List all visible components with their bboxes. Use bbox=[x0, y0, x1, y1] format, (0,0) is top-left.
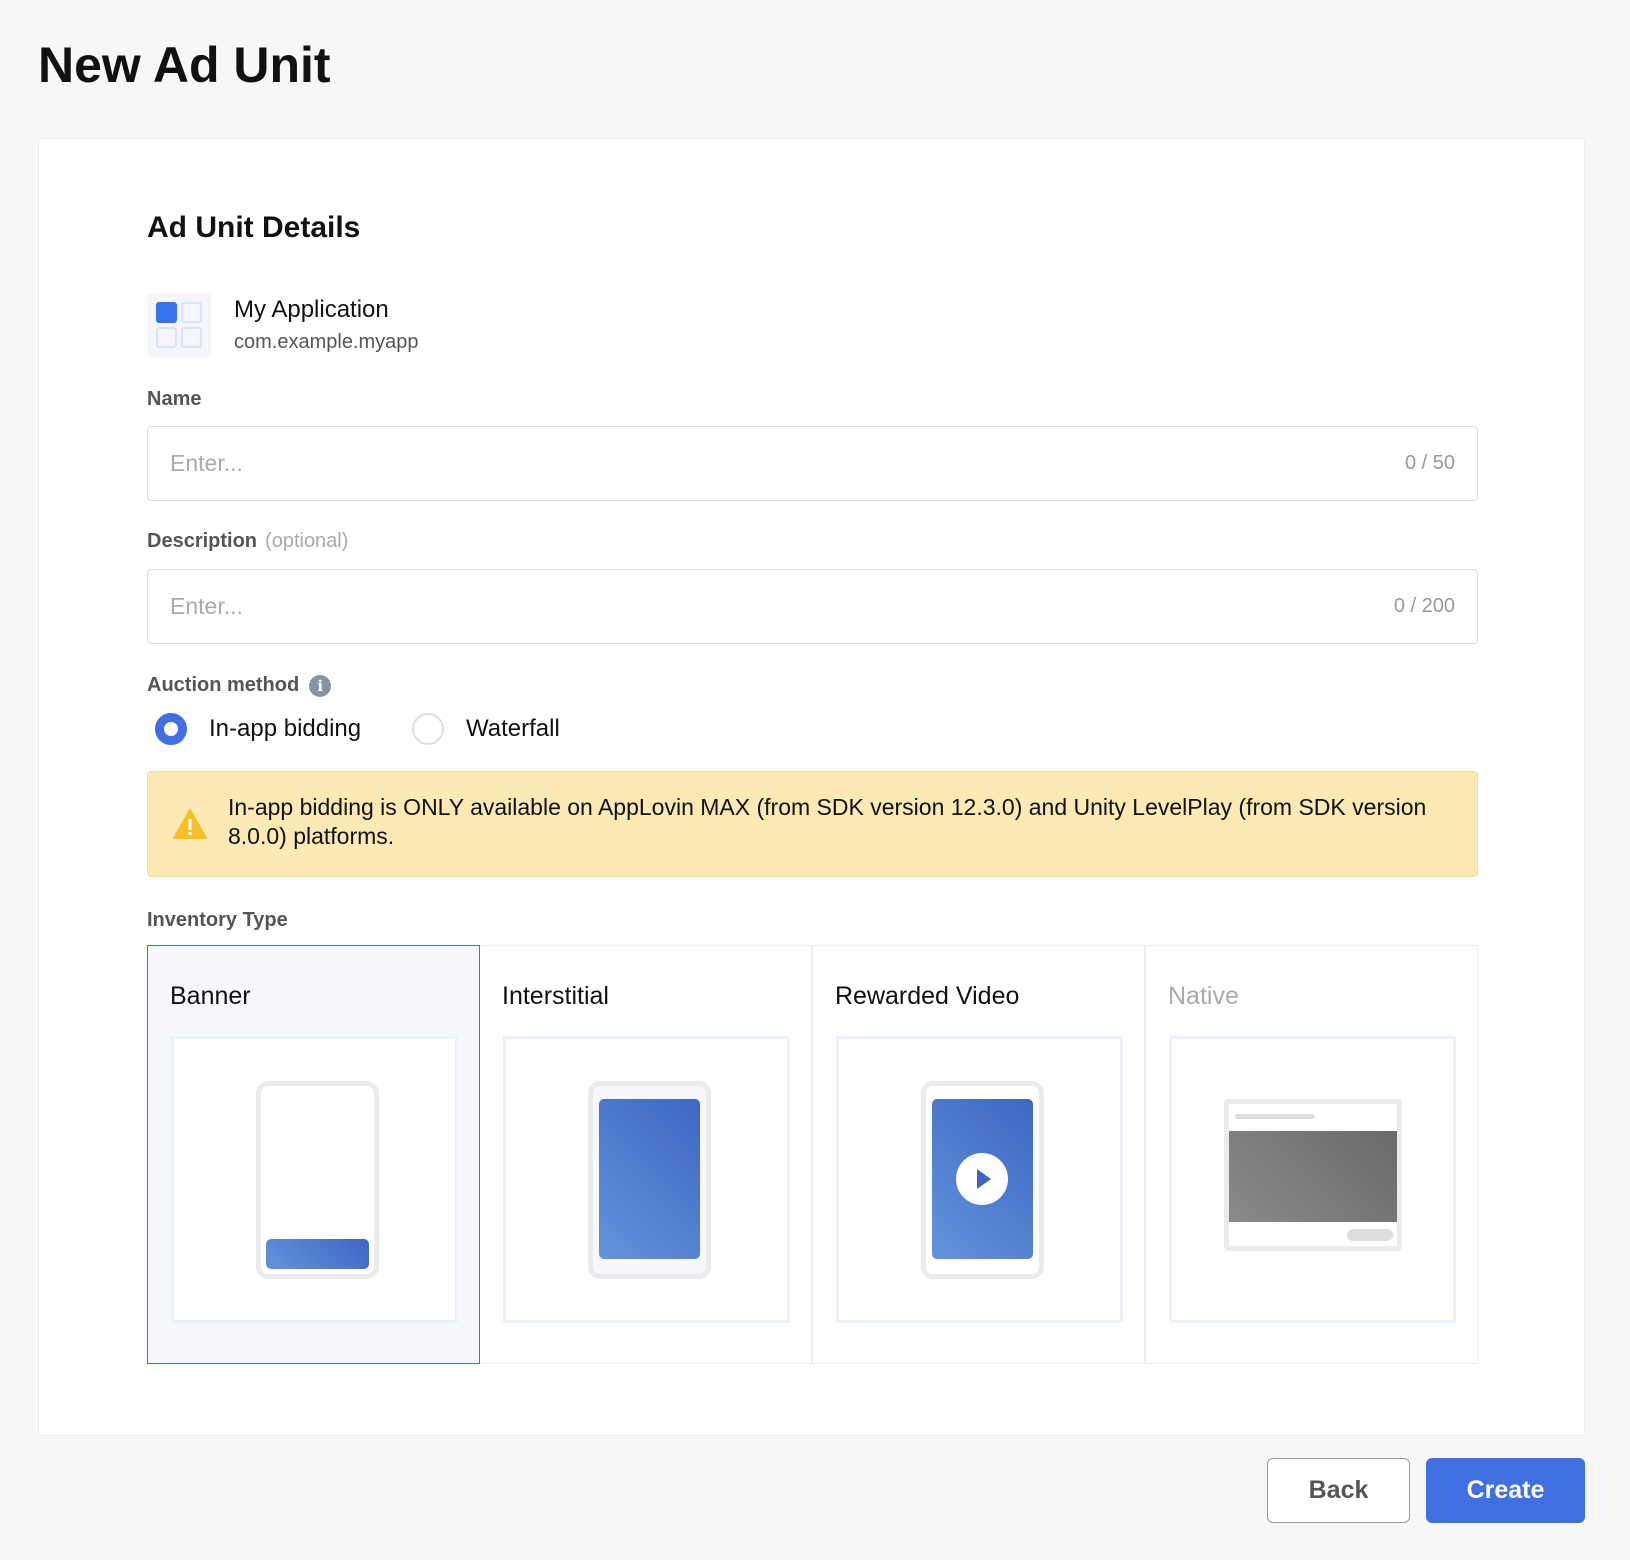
radio-checked-icon[interactable] bbox=[155, 713, 187, 745]
radio-in-app-bidding[interactable]: In-app bidding bbox=[155, 713, 361, 745]
optional-hint: (optional) bbox=[265, 530, 349, 552]
inventory-banner[interactable]: Banner bbox=[147, 945, 480, 1364]
radio-waterfall[interactable]: Waterfall bbox=[412, 713, 560, 745]
name-counter: 0 / 50 bbox=[1404, 452, 1455, 474]
app-name: My Application bbox=[234, 296, 389, 323]
interstitial-preview bbox=[503, 1036, 790, 1323]
ad-unit-form-card: Ad Unit Details My Application com.examp… bbox=[38, 138, 1585, 1436]
auction-label: Auction method i bbox=[147, 674, 332, 697]
inventory-native: Native bbox=[1145, 945, 1478, 1364]
auction-label-text: Auction method bbox=[147, 674, 300, 696]
radio-unchecked-icon[interactable] bbox=[412, 713, 444, 745]
phone-icon bbox=[921, 1081, 1044, 1279]
description-field[interactable]: 0 / 200 bbox=[147, 569, 1478, 644]
play-icon bbox=[956, 1153, 1008, 1205]
name-input[interactable] bbox=[170, 450, 1198, 477]
inventory-label: Inventory Type bbox=[147, 909, 288, 931]
warning-text: In-app bidding is ONLY available on AppL… bbox=[228, 794, 1427, 849]
description-label: Description (optional) bbox=[147, 530, 348, 553]
description-label-text: Description bbox=[147, 530, 258, 552]
radio-label: In-app bidding bbox=[209, 715, 362, 742]
phone-icon bbox=[256, 1081, 379, 1279]
name-field[interactable]: 0 / 50 bbox=[147, 426, 1478, 501]
native-preview bbox=[1169, 1036, 1456, 1323]
page-title: New Ad Unit bbox=[38, 37, 331, 93]
rewarded-video-preview bbox=[836, 1036, 1123, 1323]
back-button[interactable]: Back bbox=[1267, 1458, 1410, 1523]
info-icon[interactable]: i bbox=[309, 674, 332, 697]
warning-banner: In-app bidding is ONLY available on AppL… bbox=[147, 771, 1478, 877]
name-label: Name bbox=[147, 388, 202, 410]
description-input[interactable] bbox=[170, 593, 1198, 620]
inventory-title: Rewarded Video bbox=[835, 982, 1020, 1010]
app-bundle-id: com.example.myapp bbox=[234, 331, 419, 353]
radio-label: Waterfall bbox=[466, 715, 560, 742]
inventory-title: Banner bbox=[170, 982, 251, 1010]
phone-icon bbox=[588, 1081, 711, 1279]
warning-icon bbox=[173, 809, 207, 839]
inventory-title: Native bbox=[1168, 982, 1239, 1010]
native-ad-icon bbox=[1224, 1099, 1402, 1251]
inventory-title: Interstitial bbox=[502, 982, 609, 1010]
inventory-interstitial[interactable]: Interstitial bbox=[479, 945, 812, 1364]
inventory-rewarded-video[interactable]: Rewarded Video bbox=[812, 945, 1145, 1364]
create-button[interactable]: Create bbox=[1426, 1458, 1585, 1523]
app-grid-icon bbox=[147, 293, 211, 357]
banner-preview bbox=[171, 1036, 458, 1323]
description-counter: 0 / 200 bbox=[1393, 595, 1455, 617]
section-title: Ad Unit Details bbox=[147, 211, 361, 244]
